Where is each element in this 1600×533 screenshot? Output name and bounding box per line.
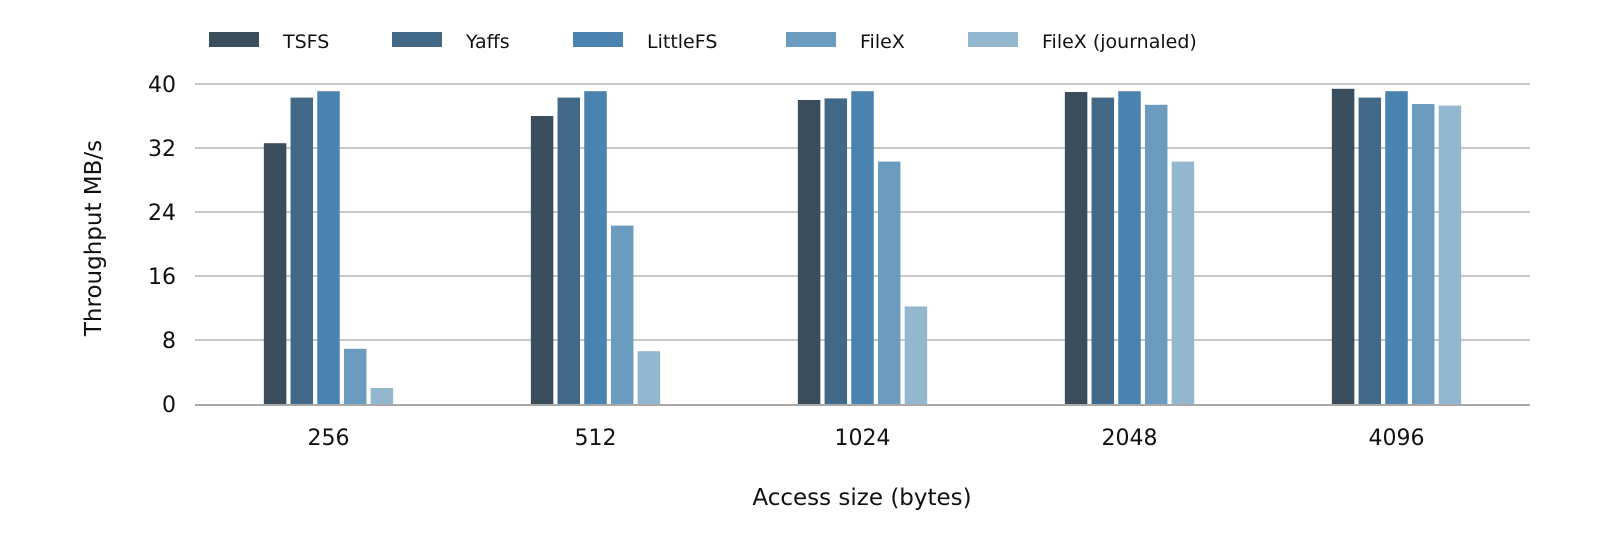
y-tick-label: 40 bbox=[148, 73, 176, 98]
legend: TSFS Yaffs LittleFS FileX FileX (journaled) bbox=[209, 31, 1197, 53]
legend-label: TSFS bbox=[282, 31, 329, 53]
legend-label: LittleFS bbox=[647, 31, 717, 53]
legend-label: FileX bbox=[860, 31, 905, 53]
legend-swatch bbox=[968, 32, 1018, 47]
legend-swatch bbox=[392, 32, 442, 47]
bar-filex-256 bbox=[343, 348, 367, 404]
bar-filex-journaled-1024 bbox=[904, 306, 928, 404]
legend-swatch bbox=[209, 32, 259, 47]
x-tick-label: 512 bbox=[575, 426, 617, 451]
bar-yaffs-512 bbox=[557, 97, 581, 404]
bar-yaffs-256 bbox=[290, 97, 314, 404]
bar-filex-1024 bbox=[877, 161, 901, 404]
bar-littlefs-2048 bbox=[1118, 91, 1141, 404]
y-tick-label: 16 bbox=[148, 265, 176, 290]
x-tick-label: 1024 bbox=[835, 426, 891, 451]
bar-filex-2048 bbox=[1144, 104, 1168, 405]
bar-tsfs-2048 bbox=[1064, 92, 1088, 404]
x-tick-label: 256 bbox=[308, 426, 350, 451]
bar-littlefs-1024 bbox=[851, 91, 874, 404]
legend-swatch bbox=[786, 32, 836, 47]
bar-yaffs-2048 bbox=[1091, 97, 1115, 404]
bar-littlefs-256 bbox=[317, 91, 340, 404]
bar-tsfs-512 bbox=[530, 116, 554, 404]
bars bbox=[263, 88, 1462, 405]
bar-littlefs-4096 bbox=[1385, 91, 1408, 404]
bar-tsfs-256 bbox=[263, 143, 287, 404]
bar-yaffs-1024 bbox=[824, 98, 848, 405]
y-tick-label: 0 bbox=[162, 393, 176, 418]
bar-tsfs-4096 bbox=[1331, 88, 1355, 405]
legend-label: Yaffs bbox=[465, 31, 510, 53]
y-tick-label: 32 bbox=[148, 137, 176, 162]
y-tick-label: 8 bbox=[162, 329, 176, 354]
bar-filex-journaled-512 bbox=[637, 351, 661, 404]
axes: 0 8 16 24 32 40 256 512 1024 2048 4096 bbox=[148, 73, 1530, 451]
y-tick-label: 24 bbox=[148, 201, 176, 226]
x-tick-label: 2048 bbox=[1102, 426, 1158, 451]
bar-tsfs-1024 bbox=[797, 100, 821, 404]
y-axis-label: Throughput MB/s bbox=[81, 140, 107, 337]
bar-filex-4096 bbox=[1411, 104, 1435, 404]
bar-littlefs-512 bbox=[584, 91, 607, 404]
legend-swatch bbox=[573, 32, 623, 47]
bar-filex-journaled-2048 bbox=[1171, 161, 1195, 404]
legend-label: FileX (journaled) bbox=[1042, 31, 1197, 53]
bar-filex-512 bbox=[610, 225, 634, 404]
x-axis-label: Access size (bytes) bbox=[752, 485, 971, 511]
bar-filex-journaled-4096 bbox=[1438, 105, 1462, 404]
bar-yaffs-4096 bbox=[1358, 97, 1382, 404]
bar-filex-journaled-256 bbox=[370, 388, 394, 404]
x-tick-label: 4096 bbox=[1369, 426, 1425, 451]
